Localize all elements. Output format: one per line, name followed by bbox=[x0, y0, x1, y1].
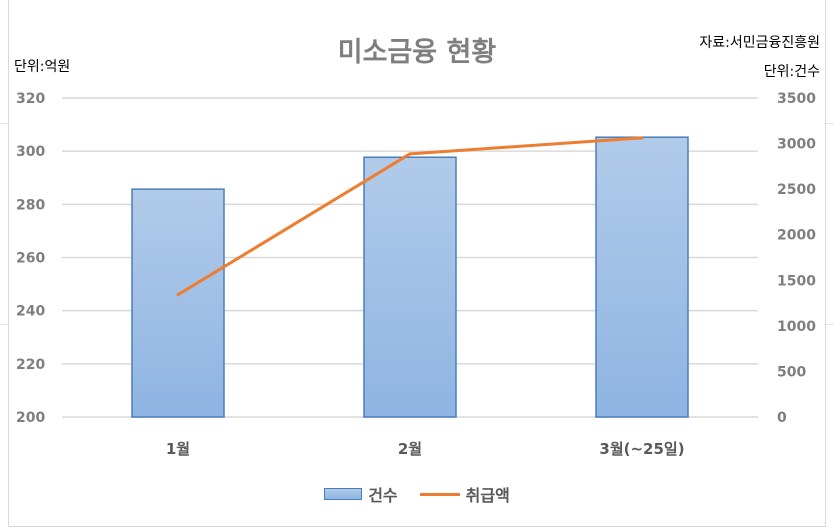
legend-label: 건수 bbox=[368, 486, 398, 505]
legend-line-swatch bbox=[419, 492, 460, 496]
source-note: 자료:서민금융진흥원 bbox=[699, 35, 820, 51]
right-tick-label: 500 bbox=[777, 364, 806, 380]
category-label: 3월(~25일) bbox=[599, 440, 684, 458]
left-tick-label: 200 bbox=[16, 410, 45, 426]
chart-title: 미소금융 현황 bbox=[337, 37, 497, 68]
legend-label: 취급액 bbox=[465, 486, 510, 505]
left-tick-label: 260 bbox=[16, 251, 45, 267]
left-tick-label: 220 bbox=[16, 357, 45, 373]
right-tick-label: 3500 bbox=[777, 91, 816, 107]
line-point bbox=[408, 152, 412, 156]
right-tick-label: 3000 bbox=[777, 137, 816, 153]
left-tick-label: 280 bbox=[16, 197, 45, 213]
right-tick-label: 2500 bbox=[777, 182, 816, 198]
right-tick-label: 0 bbox=[777, 410, 787, 426]
category-label: 1월 bbox=[166, 440, 190, 458]
left-tick-label: 240 bbox=[16, 304, 45, 320]
legend-item-count[interactable]: 건수 bbox=[324, 482, 398, 506]
bar bbox=[363, 156, 457, 418]
legend-bar-swatch bbox=[324, 488, 363, 500]
legend: 건수 취급액 bbox=[0, 482, 834, 506]
right-tick-label: 1500 bbox=[777, 273, 816, 289]
line-point bbox=[640, 136, 644, 140]
legend-item-amount[interactable]: 취급액 bbox=[419, 482, 510, 506]
right-tick-label: 1000 bbox=[777, 319, 816, 335]
bar bbox=[595, 136, 689, 418]
category-label: 2월 bbox=[398, 440, 422, 458]
left-tick-label: 300 bbox=[16, 144, 45, 160]
right-unit-label: 단위:건수 bbox=[763, 64, 820, 80]
right-tick-label: 2000 bbox=[777, 228, 816, 244]
left-unit-label: 단위:억원 bbox=[14, 59, 71, 75]
bar bbox=[131, 188, 225, 418]
left-tick-label: 320 bbox=[16, 91, 45, 107]
line-point bbox=[176, 293, 180, 297]
